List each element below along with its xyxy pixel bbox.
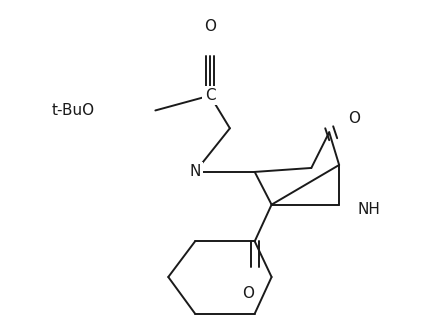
Text: NH: NH xyxy=(357,202,380,217)
Text: O: O xyxy=(348,111,360,126)
Text: t-BuO: t-BuO xyxy=(51,103,94,118)
Text: O: O xyxy=(242,286,254,301)
Text: C: C xyxy=(205,88,215,103)
Text: O: O xyxy=(204,19,216,34)
Text: N: N xyxy=(189,164,201,179)
